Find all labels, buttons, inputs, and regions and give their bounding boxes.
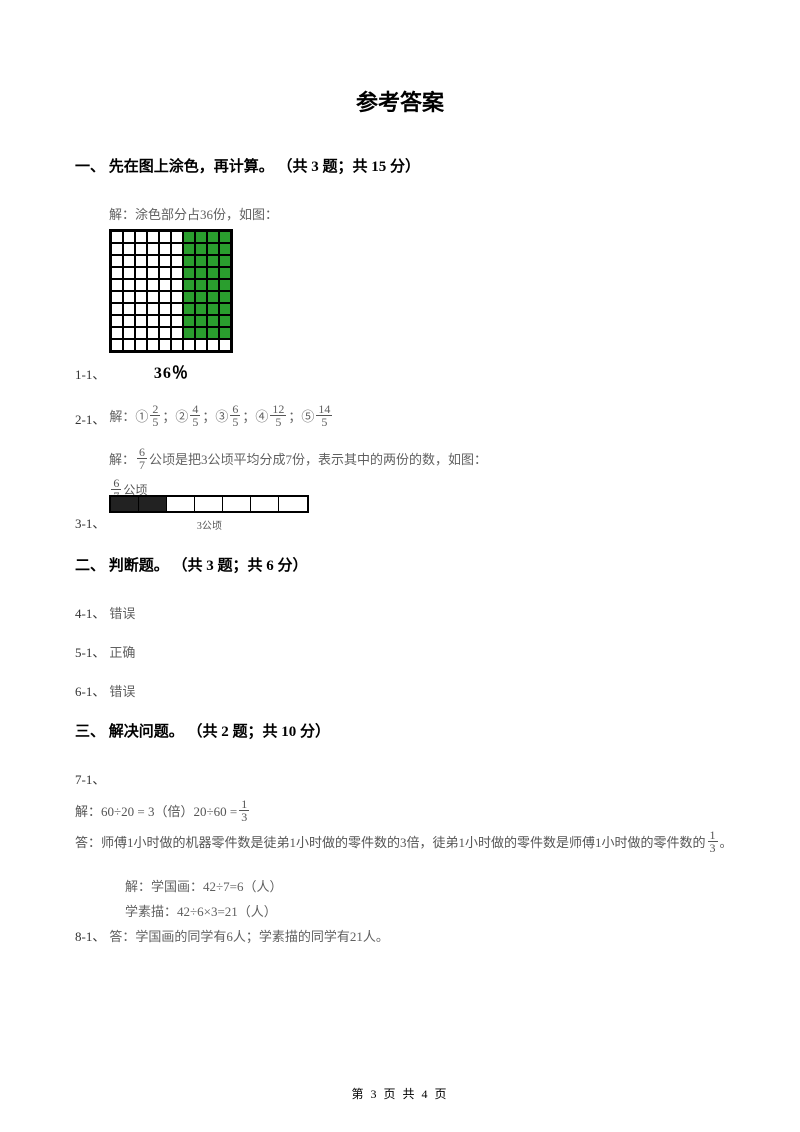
section-3-header: 三、 解决问题。 （共 2 题；共 10 分） bbox=[75, 720, 725, 741]
q3-diagram-wrapper: 67 公顷 3公顷 bbox=[109, 495, 309, 532]
q8-number: 8-1、 bbox=[75, 926, 105, 945]
q5-number: 5-1、 bbox=[75, 642, 105, 661]
q7-block: 7-1、 解：60÷20 = 3（倍）20÷60 = 13 答：师傅1小时做的机… bbox=[75, 769, 725, 854]
q4-answer: 错误 bbox=[109, 603, 135, 622]
q3-number: 3-1、 bbox=[75, 513, 105, 532]
q4-number: 4-1、 bbox=[75, 603, 105, 622]
q5-answer: 正确 bbox=[109, 642, 135, 661]
q6-answer: 错误 bbox=[109, 681, 135, 700]
q3-bar-diagram bbox=[109, 495, 309, 513]
q4-row: 4-1、 错误 bbox=[75, 603, 725, 622]
q1-block: 解：涂色部分占36份，如图： 1-1、 36％ bbox=[75, 204, 725, 383]
q5-row: 5-1、 正确 bbox=[75, 642, 725, 661]
q7-line1: 解：60÷20 = 3（倍）20÷60 = 13 bbox=[75, 798, 725, 823]
q2-number: 2-1、 bbox=[75, 409, 105, 428]
q7-line2: 答：师傅1小时做的机器零件数是徒弟1小时做的零件数的3倍，徒弟1小时做的零件数是… bbox=[75, 829, 725, 854]
q8-block: 解：学国画：42÷7=6（人） 学素描：42÷6×3=21（人） 8-1、 答：… bbox=[75, 876, 725, 945]
q1-grid-wrapper: 36％ bbox=[109, 229, 233, 383]
q1-percent: 36％ bbox=[109, 359, 233, 383]
q3-frac: 67 bbox=[137, 446, 147, 471]
q3-bottom-label: 3公顷 bbox=[109, 517, 309, 532]
q2-row: 2-1、 解：①25 ；② 45 ；③ 65 ；④ 125 ；⑤ 145 bbox=[75, 403, 725, 428]
section-1-header: 一、 先在图上涂色，再计算。 （共 3 题；共 15 分） bbox=[75, 155, 725, 176]
q3-solution-text: 解： 67 公顷是把3公顷平均分成7份，表示其中的两份的数，如图： bbox=[109, 446, 725, 471]
q7-frac1: 13 bbox=[239, 798, 249, 823]
q8-line1: 解：学国画：42÷7=6（人） bbox=[125, 876, 725, 895]
q7-number: 7-1、 bbox=[75, 769, 721, 788]
q6-number: 6-1、 bbox=[75, 681, 105, 700]
q8-line3: 答：学国画的同学有6人；学素描的同学有21人。 bbox=[109, 926, 389, 945]
section-2-header: 二、 判断题。 （共 3 题；共 6 分） bbox=[75, 554, 725, 575]
q3-sol-suffix: 公顷是把3公顷平均分成7份，表示其中的两份的数，如图： bbox=[149, 449, 487, 468]
q2-content: 解：①25 ；② 45 ；③ 65 ；④ 125 ；⑤ 145 bbox=[109, 403, 334, 428]
q6-row: 6-1、 错误 bbox=[75, 681, 725, 700]
q3-sol-prefix: 解： bbox=[109, 449, 135, 468]
q1-solution-text: 解：涂色部分占36份，如图： bbox=[109, 204, 725, 223]
q3-block: 解： 67 公顷是把3公顷平均分成7份，表示其中的两份的数，如图： 3-1、 6… bbox=[75, 446, 725, 532]
q1-number: 1-1、 bbox=[75, 364, 105, 383]
q8-line2: 学素描：42÷6×3=21（人） bbox=[125, 901, 725, 920]
q7-frac2: 13 bbox=[708, 829, 718, 854]
page-title: 参考答案 bbox=[75, 85, 725, 117]
q1-grid bbox=[109, 229, 233, 353]
page-footer: 第 3 页 共 4 页 bbox=[0, 1085, 800, 1102]
